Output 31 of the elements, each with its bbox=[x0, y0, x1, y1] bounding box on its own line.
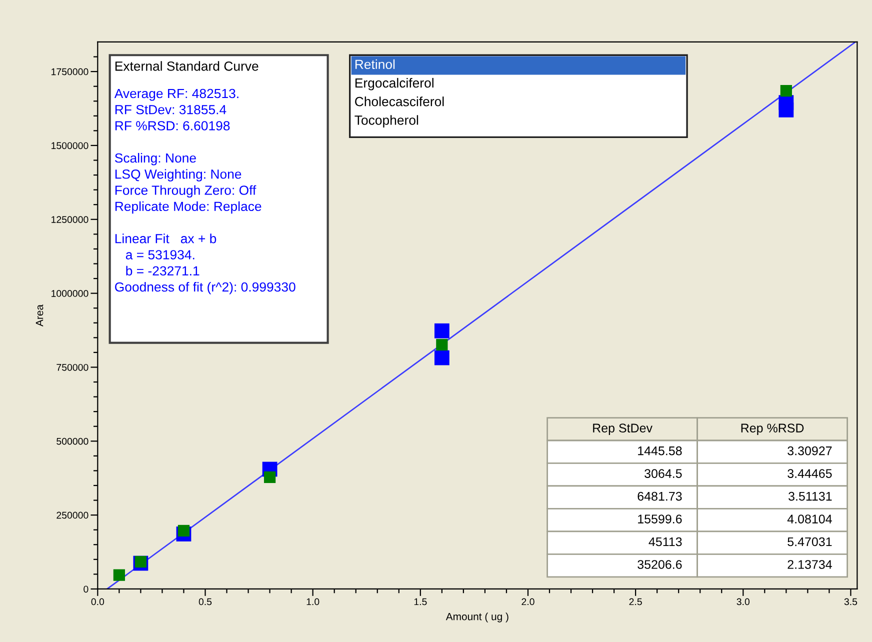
y-axis-title: Area bbox=[36, 304, 44, 326]
text: External Standard Curve bbox=[115, 61, 258, 71]
x-tick-label: 3.5 bbox=[844, 598, 858, 606]
x-tick-label: 3.0 bbox=[736, 598, 750, 606]
y-tick-label: 500000 bbox=[56, 438, 88, 445]
point bbox=[778, 102, 794, 118]
point bbox=[178, 524, 190, 537]
y-tick-label: 250000 bbox=[56, 512, 88, 519]
text: Average RF: 482513. RF StDev: 31855.4 RF %RSD: 6.60198 Scaling: None LSQ Weighting: None Force Through Zero: Off Replicate Mode: Replace Linear Fit ax + b a = 531934. b = -23271.1 Goodness of fit (r^2): 0.999330 bbox=[114, 88, 296, 294]
x-tick-label: 1.5 bbox=[414, 598, 427, 606]
y-tick-label: 1000000 bbox=[52, 290, 88, 297]
point bbox=[780, 84, 792, 97]
text: Rep StDev Rep %RSD 1445.58 3.30927 3064.5 3.44465 6481.73 3.51131 15599.6 4.08104 45113 5.47031 35206.6 2.13734 bbox=[593, 424, 832, 569]
x-tick-label: 0.5 bbox=[198, 598, 212, 606]
point bbox=[113, 569, 125, 581]
y-tick-label: 1250000 bbox=[52, 216, 88, 224]
y-tick-label: 750000 bbox=[56, 364, 88, 371]
point bbox=[134, 556, 147, 568]
point bbox=[434, 323, 450, 338]
x-axis-title: Amount ( ug ) bbox=[446, 612, 508, 622]
y-tick-label: 0 bbox=[84, 586, 88, 593]
x-tick-label: 2.5 bbox=[629, 598, 642, 606]
x-tick-label: 1.0 bbox=[306, 598, 320, 606]
x-tick-label: 0.0 bbox=[91, 598, 104, 606]
y-tick-label: 1500000 bbox=[52, 142, 88, 150]
x-tick-label: 2.0 bbox=[522, 598, 534, 606]
point bbox=[434, 350, 450, 366]
y-tick-label: 1750000 bbox=[52, 68, 88, 76]
annotation: Retinol Ergocalciferol Cholecasciferol Tocopherol bbox=[354, 59, 444, 128]
point bbox=[436, 338, 448, 351]
point bbox=[264, 471, 276, 484]
